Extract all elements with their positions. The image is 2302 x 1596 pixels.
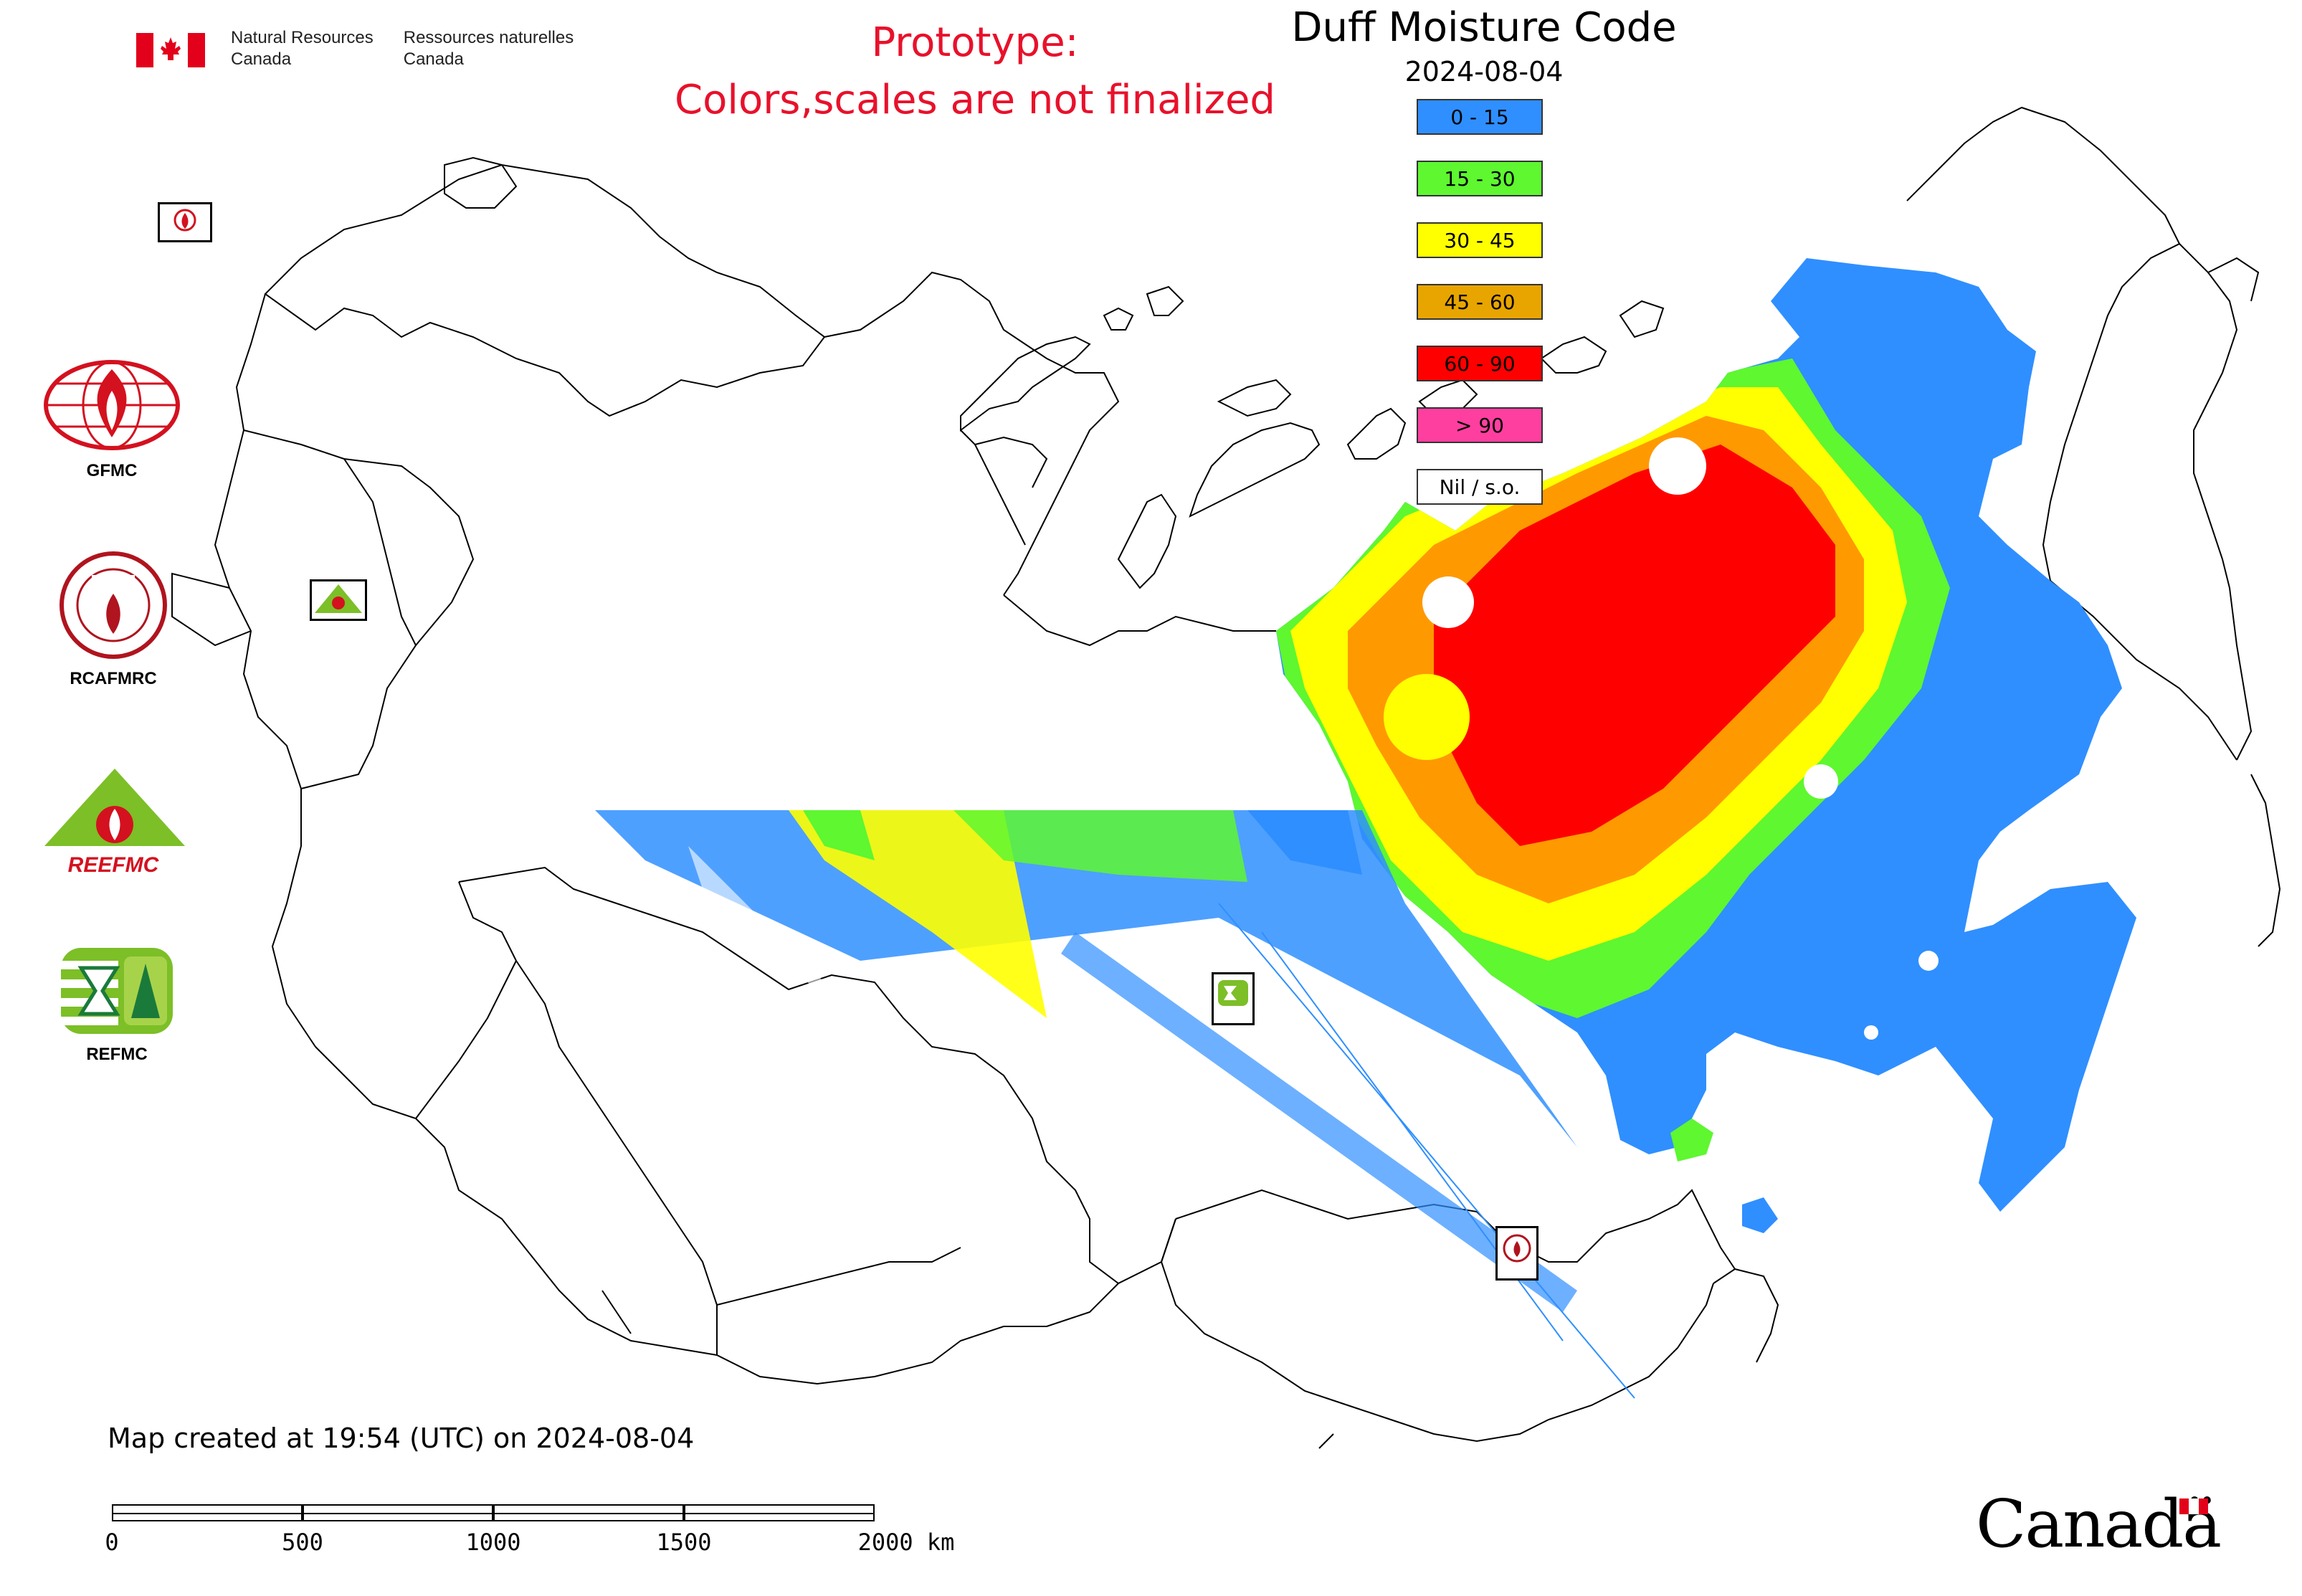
island-south-green xyxy=(1670,1118,1713,1162)
legend-item: 45 - 60 xyxy=(1417,284,1543,320)
scale-tick-label: 2000 km xyxy=(857,1529,955,1556)
partner-label: REFMC xyxy=(86,1045,148,1064)
canada-wordmark: Canadä xyxy=(1976,1486,2222,1562)
legend-item: Nil / s.o. xyxy=(1417,469,1543,505)
partner-wordmark: REEFMC xyxy=(67,853,159,877)
reefmc-logo-icon xyxy=(40,769,189,868)
map-date: 2024-08-04 xyxy=(1404,56,1564,87)
mini-reefmc-icon xyxy=(310,579,367,621)
rcafmrc-logo-icon xyxy=(60,551,167,659)
nrcan-fr: Ressources naturelles Canada xyxy=(403,28,574,69)
legend-item: 0 - 15 xyxy=(1417,99,1543,135)
nrcan-signature: Natural Resources Canada Ressources natu… xyxy=(136,27,574,70)
scale-bar: 0 500 1000 1500 2000 km xyxy=(105,1504,954,1557)
partner-label: GFMC xyxy=(86,461,138,480)
canada-flag-icon xyxy=(136,33,205,67)
island-sakhalin-south xyxy=(1742,1197,1778,1233)
mini-refmc-icon xyxy=(1212,972,1255,1025)
legend-item: 60 - 90 xyxy=(1417,346,1543,381)
partner-reefmc: REEFMC xyxy=(36,766,194,877)
legend-item: 30 - 45 xyxy=(1417,222,1543,258)
scale-tick-label: 0 xyxy=(105,1529,119,1556)
prototype-notice: Prototype: Colors,scales are not finaliz… xyxy=(675,19,1275,123)
projection-streaks xyxy=(595,810,1635,1399)
partner-rcafmrc: RCAFMRC xyxy=(56,551,171,689)
refmc-logo-icon xyxy=(61,948,173,1034)
gfmc-logo-icon xyxy=(44,360,180,450)
created-timestamp: Map created at 19:54 (UTC) on 2024-08-04 xyxy=(108,1422,695,1454)
mini-rcafmrc-icon xyxy=(1495,1226,1538,1281)
scale-tick-label: 500 xyxy=(282,1529,323,1556)
canada-wordmark-flag-icon xyxy=(2179,1498,2208,1514)
legend: 0 - 15 15 - 30 30 - 45 45 - 60 60 - 90 >… xyxy=(1417,99,1543,531)
partner-refmc: REFMC xyxy=(56,946,178,1065)
partner-gfmc: GFMC xyxy=(40,358,184,481)
legend-item: 15 - 30 xyxy=(1417,161,1543,196)
country-boundaries xyxy=(171,106,2281,1449)
nrcan-en: Natural Resources Canada xyxy=(231,28,374,69)
mini-gfmc-icon xyxy=(158,202,212,242)
dmc-raster xyxy=(1276,258,2136,1212)
scale-tick-label: 1000 xyxy=(465,1529,521,1556)
partner-label: RCAFMRC xyxy=(70,669,157,688)
map-title: Duff Moisture Code xyxy=(1291,4,1677,51)
scale-tick-label: 1500 xyxy=(656,1529,712,1556)
legend-item: > 90 xyxy=(1417,407,1543,443)
